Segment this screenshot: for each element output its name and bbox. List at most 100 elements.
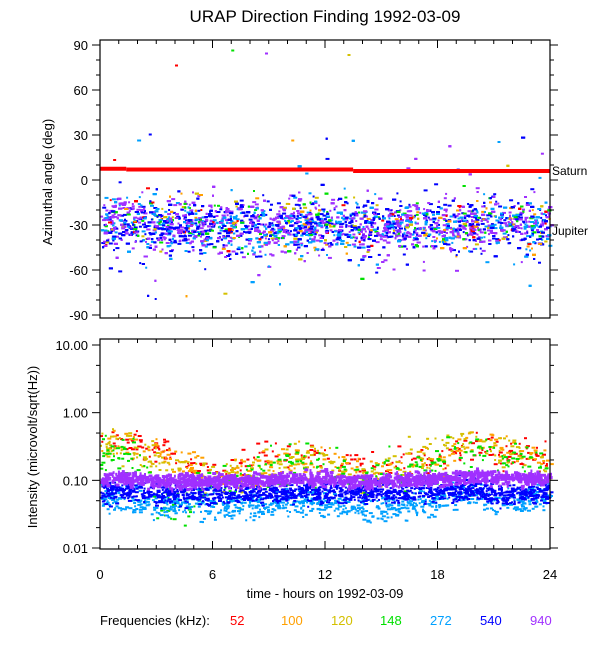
azimuth-point-940	[260, 245, 264, 248]
azimuth-point-272	[205, 231, 207, 234]
azimuth-point-940	[103, 204, 106, 207]
azimuth-point-272	[233, 226, 236, 229]
azimuth-point-940	[288, 197, 291, 200]
azimuth-point-540	[468, 223, 472, 225]
azimuth-point-940	[359, 223, 362, 226]
azimuth-point-148	[462, 212, 467, 215]
azimuth-point-940	[230, 227, 234, 230]
azimuth-point-148	[374, 230, 379, 233]
azimuth-point-540	[392, 198, 397, 201]
azimuth-point-100	[345, 241, 349, 244]
azimuth-point-940	[359, 217, 364, 220]
azimuth-point-940	[271, 239, 274, 242]
azimuth-point-120	[474, 243, 479, 246]
azimuth-point-272	[502, 232, 507, 235]
azimuth-point-148	[315, 213, 320, 216]
azimuth-point-940	[343, 209, 347, 212]
azimuth-point-940	[377, 234, 382, 237]
azimuth-point-940	[477, 236, 480, 239]
azimuth-point-940	[134, 241, 137, 243]
azimuth-point-148	[257, 215, 260, 218]
azimuth-point-540	[201, 233, 205, 236]
azimuth-point-272	[191, 233, 195, 236]
azimuth-point-940	[283, 229, 288, 232]
azimuth-point-52	[146, 187, 150, 190]
azimuth-point-272	[127, 250, 131, 253]
azimuth-point-540	[269, 208, 272, 211]
azimuth-point-272	[347, 244, 352, 247]
azimuth-point-100	[510, 223, 515, 226]
azimuth-point-940	[348, 230, 351, 233]
azimuth-point-940	[442, 224, 447, 227]
azimuth-point-940	[282, 208, 286, 211]
azimuth-point-940	[364, 230, 367, 233]
azimuth-point-540	[438, 223, 440, 226]
azimuth-point-272	[143, 217, 147, 220]
azimuth-point-940	[406, 167, 411, 170]
azimuth-point-272	[158, 223, 163, 226]
azimuth-point-272	[372, 228, 377, 231]
azimuth-point-272	[145, 266, 148, 269]
azimuth-point-940	[290, 217, 294, 220]
azimuth-point-940	[257, 230, 261, 233]
azimuth-point-52	[226, 250, 231, 253]
azimuth-point-120	[141, 235, 145, 238]
azimuth-point-540	[204, 216, 208, 219]
azimuth-point-940	[422, 260, 425, 263]
azimuth-point-540	[429, 228, 433, 231]
azimuth-point-540	[299, 213, 302, 216]
azimuth-point-540	[472, 209, 475, 212]
azimuth-point-272	[265, 227, 268, 230]
azimuth-point-540	[544, 220, 548, 223]
azimuth-point-940	[294, 252, 297, 255]
azimuth-point-272	[491, 224, 495, 227]
azimuth-point-940	[533, 222, 538, 225]
azimuth-point-540	[405, 263, 409, 266]
azimuth-point-940	[544, 228, 548, 231]
azimuth-point-940	[355, 214, 359, 217]
azimuth-point-940	[153, 224, 156, 227]
azimuth-point-272	[495, 242, 498, 245]
azimuth-point-272	[263, 225, 266, 228]
azimuth-point-540	[219, 208, 223, 211]
azimuth-point-540	[518, 231, 521, 233]
azimuth-point-148	[253, 190, 255, 192]
azimuth-point-540	[222, 244, 225, 247]
azimuth-point-940	[394, 211, 397, 214]
azimuth-point-940	[465, 220, 469, 223]
azimuth-point-940	[415, 232, 419, 235]
azimuth-point-540	[357, 226, 361, 229]
azimuth-point-940	[185, 222, 189, 225]
azimuth-point-540	[337, 236, 342, 239]
azimuth-point-540	[396, 192, 399, 195]
azimuth-point-272	[542, 213, 546, 216]
azimuth-point-52	[370, 244, 374, 247]
azimuth-point-940	[329, 209, 332, 212]
azimuth-point-272	[273, 228, 276, 231]
azimuth-point-540	[475, 219, 480, 221]
azimuth-point-272	[186, 225, 190, 228]
azimuth-point-540	[162, 224, 166, 227]
azimuth-point-940	[500, 229, 505, 232]
azimuth-point-272	[305, 172, 309, 175]
azimuth-point-148	[309, 201, 312, 204]
azimuth-point-940	[351, 243, 356, 246]
azimuth-point-540	[175, 226, 180, 229]
azimuth-point-940	[224, 256, 228, 258]
azimuth-point-272	[473, 247, 478, 250]
azimuth-point-272	[226, 221, 229, 224]
azimuth-point-540	[414, 214, 416, 217]
azimuth-point-940	[193, 229, 198, 232]
azimuth-point-940	[319, 219, 323, 221]
azimuth-point-940	[414, 229, 417, 232]
azimuth-point-940	[220, 206, 223, 209]
azimuth-point-940	[254, 230, 259, 232]
azimuth-point-540	[445, 219, 448, 222]
azimuth-point-940	[267, 242, 271, 245]
azimuth-point-540	[293, 216, 296, 219]
azimuth-point-540	[311, 231, 315, 234]
azimuth-point-940	[131, 247, 135, 250]
azimuth-point-120	[163, 216, 168, 219]
azimuth-point-540	[429, 224, 433, 227]
azimuth-point-540	[153, 241, 157, 244]
